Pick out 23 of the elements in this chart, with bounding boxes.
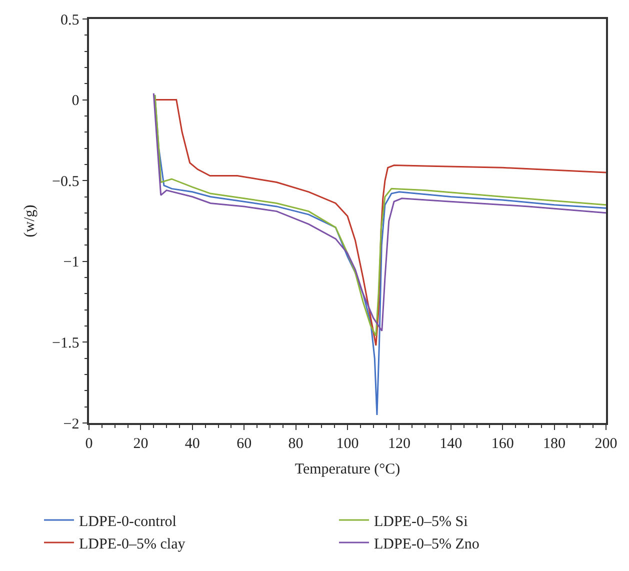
legend-label: LDPE-0-control [79,514,176,530]
x-tick-label: 160 [491,436,514,452]
x-tick-label: 120 [388,436,410,452]
x-tick-label: 60 [236,436,252,452]
x-tick-label: 100 [336,436,359,452]
x-axis-title: Temperature (°C) [294,461,400,478]
y-tick-label: −1.5 [52,335,80,352]
x-tick-label: 40 [184,436,200,452]
y-axis-title: (w/g) [22,204,38,238]
y-tick-label: −2 [63,416,80,432]
y-tick-label: −1 [63,254,80,271]
x-tick-label: 0 [85,436,93,452]
y-tick-label: 0.5 [60,12,80,28]
y-tick-label: 0 [72,93,80,110]
x-tick-label: 180 [543,436,566,452]
legend-label: LDPE-0–5% clay [79,536,186,552]
x-tick-label: 80 [288,436,304,452]
y-tick-label: −0.5 [52,174,80,190]
x-tick-label: 140 [440,436,462,452]
legend-label: LDPE-0–5% Zno [374,536,480,552]
x-tick-label: 20 [133,436,148,452]
legend-label: LDPE-0–5% Si [374,514,468,530]
x-tick-label: 200 [594,436,618,452]
